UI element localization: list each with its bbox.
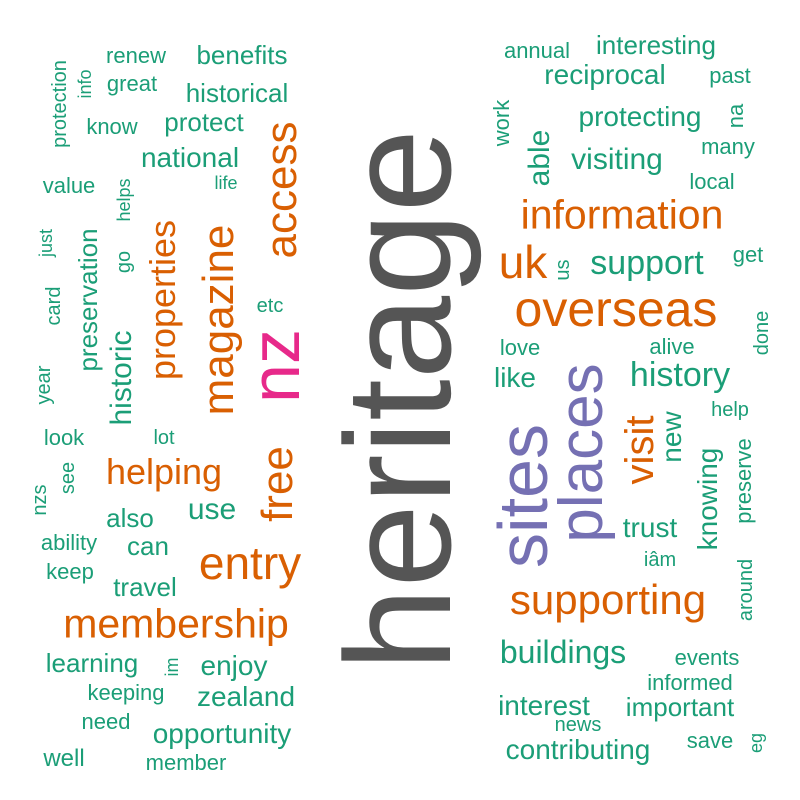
- word-local: local: [689, 169, 735, 194]
- word-keeping: keeping: [87, 680, 165, 705]
- word-visiting: visiting: [571, 143, 663, 176]
- word-past: past: [709, 63, 751, 88]
- word-lot: lot: [153, 427, 175, 449]
- word-protect: protect: [164, 107, 244, 137]
- word-na: na: [723, 103, 748, 129]
- word-places: places: [547, 363, 616, 543]
- word-entry: entry: [198, 537, 302, 589]
- word-interest: interest: [498, 690, 590, 721]
- word-life: life: [214, 173, 238, 193]
- word-able: able: [523, 129, 556, 187]
- word-go: go: [113, 250, 135, 274]
- word-important: important: [625, 692, 735, 722]
- word-information: information: [520, 191, 724, 238]
- word-us: us: [552, 259, 574, 281]
- word-protection: protection: [49, 60, 71, 148]
- word-free: free: [253, 446, 302, 522]
- word-helping: helping: [105, 451, 223, 492]
- word-know: know: [86, 114, 138, 139]
- word-year: year: [33, 365, 55, 405]
- word-im: im: [162, 657, 182, 677]
- word-events: events: [674, 645, 740, 670]
- word-info: info: [75, 69, 95, 99]
- word-support: support: [590, 244, 704, 282]
- word-look: look: [43, 425, 85, 450]
- word-also: also: [106, 503, 154, 533]
- word-great: great: [106, 71, 158, 96]
- word-trust: trust: [622, 512, 678, 543]
- word-contributing: contributing: [505, 734, 651, 765]
- word-national: national: [140, 142, 240, 173]
- word-help: help: [711, 399, 749, 421]
- word-love: love: [499, 335, 541, 360]
- word-card: card: [43, 286, 65, 326]
- word-many: many: [701, 134, 755, 159]
- word-overseas: overseas: [514, 281, 718, 337]
- word-work: work: [489, 99, 514, 147]
- word-nzs: nzs: [29, 484, 51, 516]
- word-knowing: knowing: [692, 447, 723, 551]
- word-well: well: [43, 745, 85, 772]
- word-done: done: [751, 310, 773, 356]
- word-travel: travel: [113, 572, 177, 602]
- word-opportunity: opportunity: [152, 718, 292, 749]
- word-use: use: [187, 493, 237, 526]
- word-buildings: buildings: [499, 634, 627, 670]
- word-uk: uk: [498, 236, 548, 288]
- word-news: news: [554, 714, 602, 736]
- word-get: get: [732, 242, 764, 267]
- word-keep: keep: [46, 559, 94, 584]
- word-value: value: [42, 173, 96, 198]
- word-new: new: [656, 411, 687, 463]
- word-like: like: [493, 362, 537, 393]
- word-supporting: supporting: [509, 576, 707, 623]
- word-reciprocal: reciprocal: [544, 59, 666, 90]
- word-properties: properties: [142, 219, 183, 381]
- word-benefits: benefits: [196, 40, 288, 70]
- word-can: can: [127, 531, 169, 561]
- word-need: need: [81, 709, 131, 734]
- word-preservation: preservation: [73, 228, 103, 372]
- word-historic: historic: [105, 330, 138, 426]
- word-membership: membership: [63, 600, 289, 647]
- word-ability: ability: [40, 530, 98, 555]
- word-save: save: [686, 728, 734, 753]
- word-enjoy: enjoy: [200, 650, 268, 681]
- word-etc: etc: [256, 295, 284, 317]
- word-see: see: [57, 461, 79, 495]
- word-renew: renew: [106, 43, 166, 68]
- word-historical: historical: [185, 78, 289, 108]
- word-protecting: protecting: [578, 101, 702, 132]
- word-visit: visit: [618, 415, 662, 485]
- word-learning: learning: [45, 648, 139, 678]
- word-around: around: [735, 558, 757, 622]
- word-helps: helps: [114, 178, 134, 222]
- word-access: access: [257, 121, 306, 259]
- word-heritage: heritage: [314, 128, 482, 672]
- word-alive: alive: [649, 334, 695, 359]
- word-iam: iâm: [643, 549, 677, 571]
- word-history: history: [629, 356, 731, 394]
- word-nz: nz: [236, 329, 314, 403]
- word-preserve: preserve: [731, 438, 756, 524]
- word-annual: annual: [503, 38, 571, 63]
- word-member: member: [145, 750, 227, 775]
- word-informed: informed: [647, 670, 733, 695]
- word-interesting: interesting: [596, 30, 716, 60]
- word-magazine: magazine: [194, 224, 243, 416]
- word-eg: eg: [746, 732, 766, 754]
- word-just: just: [36, 228, 56, 258]
- word-zealand: zealand: [196, 681, 296, 712]
